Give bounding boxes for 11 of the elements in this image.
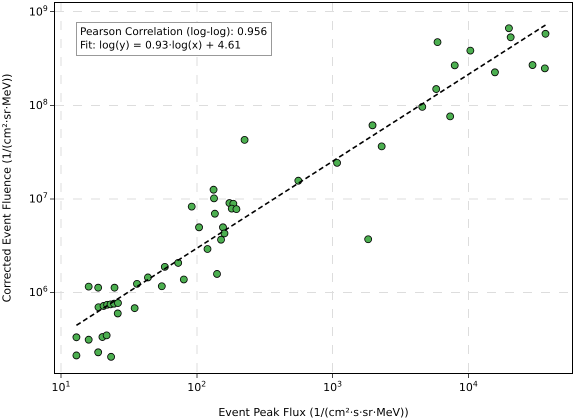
x-tick-label: 10$^{4}$ <box>458 380 478 394</box>
y-tick-label: 10$^{8}$ <box>28 97 48 112</box>
y-axis-title: Corrected Event Fluence (1/(cm²·sr·MeV)) <box>0 74 14 302</box>
y-tick-label: 10$^{9}$ <box>28 4 48 19</box>
x-tick-label: 10$^{3}$ <box>323 380 342 394</box>
y-tick-label: 10$^{7}$ <box>28 190 48 206</box>
x-tick-label: 10$^{2}$ <box>187 380 206 394</box>
y-tick-label: 10$^{6}$ <box>28 284 48 300</box>
x-axis-title: Event Peak Flux (1/(cm²·s·sr·MeV)) <box>218 406 409 419</box>
x-tick-label: 10$^{1}$ <box>51 380 70 394</box>
annotation: Pearson Correlation (log-log): 0.956 Fit: log(y) = 0.93·log(x) + 4.61 <box>80 26 268 52</box>
